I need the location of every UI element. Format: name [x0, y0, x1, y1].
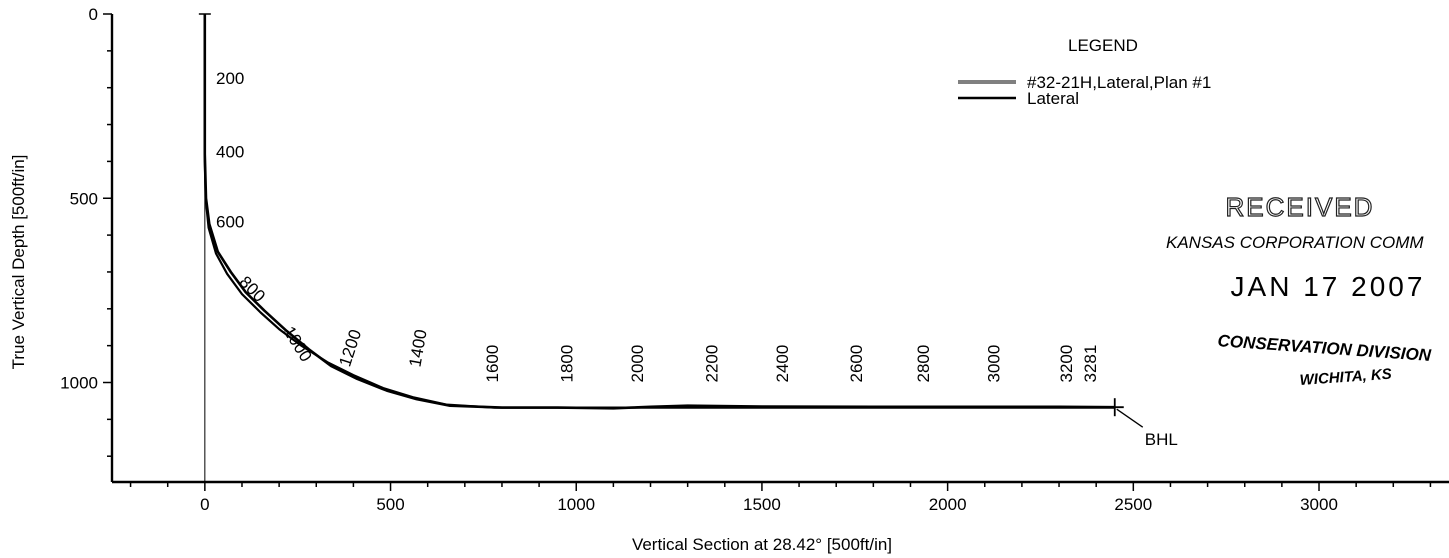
md-label: 1800: [558, 345, 577, 383]
series-lateral-line: [203, 14, 1115, 410]
x-tick-label: 3000: [1300, 495, 1338, 514]
stamp-division: CONSERVATION DIVISION: [1217, 331, 1432, 365]
md-label: 600: [216, 213, 244, 232]
md-label: 2200: [702, 345, 721, 383]
x-tick-label: 500: [376, 495, 404, 514]
stamp-agency: KANSAS CORPORATION COMM: [1166, 233, 1424, 252]
md-label: 2800: [914, 345, 933, 383]
x-tick-label: 1500: [743, 495, 781, 514]
md-label: 200: [216, 69, 244, 88]
md-label: 1000: [279, 323, 315, 365]
bhl-leader-line: [1116, 408, 1144, 428]
stamp-city: WICHITA, KS: [1299, 366, 1392, 389]
stamp-date: JAN 17 2007: [1231, 271, 1426, 302]
md-label: 1600: [483, 345, 502, 383]
md-label: 1400: [405, 328, 430, 369]
axes: 0 500 1000 0 500 1000 1500 2000 2500 3000: [60, 5, 1449, 514]
x-tick-label: 2500: [1114, 495, 1152, 514]
md-label: 3000: [985, 345, 1004, 383]
y-axis-label: True Vertical Depth [500ft/in]: [9, 155, 28, 370]
md-label: 2000: [628, 345, 647, 383]
received-stamp: RECEIVED KANSAS CORPORATION COMM JAN 17 …: [1166, 191, 1432, 389]
series-layer: BHL: [203, 14, 1178, 449]
stamp-received: RECEIVED: [1226, 192, 1375, 222]
legend: LEGEND #32-21H,Lateral,Plan #1 Lateral: [958, 36, 1211, 108]
x-tick-label: 1000: [557, 495, 595, 514]
md-label: 2400: [773, 345, 792, 383]
measured-depth-labels: 200 400 600 800 1000 1200 1400 1600 1800 2000 2200…: [216, 69, 1100, 382]
bhl-label: BHL: [1145, 430, 1178, 449]
legend-title: LEGEND: [1068, 36, 1138, 55]
x-tick-label: 2000: [929, 495, 967, 514]
md-label: 400: [216, 143, 244, 162]
y-tick-label: 1000: [60, 374, 98, 393]
x-tick-label: 0: [200, 495, 209, 514]
md-label: 800: [235, 272, 268, 305]
y-tick-label: 500: [70, 189, 98, 208]
md-label: 2600: [847, 345, 866, 383]
y-tick-label: 0: [89, 5, 98, 24]
legend-entry-lateral: Lateral: [1027, 89, 1079, 108]
md-label: 1200: [335, 327, 365, 369]
x-axis-label: Vertical Section at 28.42° [500ft/in]: [632, 535, 892, 554]
series-plan-line: [203, 14, 1115, 409]
md-label: 3200: [1057, 345, 1076, 383]
md-label: 3281: [1081, 345, 1100, 383]
legend-entry-plan: #32-21H,Lateral,Plan #1: [1027, 73, 1211, 92]
